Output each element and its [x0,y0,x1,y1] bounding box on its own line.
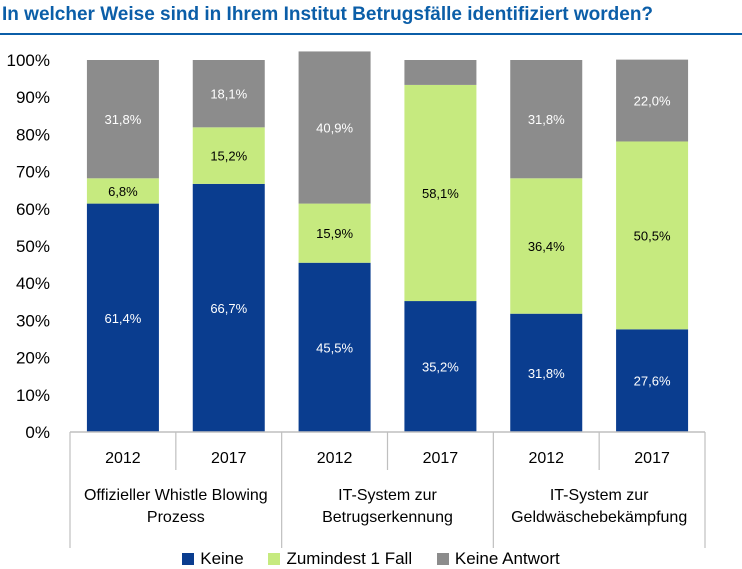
legend-label-zumindest: Zumindest 1 Fall [286,548,413,568]
data-label: 27,6% [634,374,671,389]
data-label: 66,7% [210,301,247,316]
y-tick-label: 100% [7,51,50,70]
data-label: 15,9% [316,226,353,241]
data-label: 31,8% [528,366,565,381]
y-tick-label: 90% [16,88,50,107]
data-label: 22,0% [634,94,671,109]
x-tick-label: 2012 [528,450,564,467]
y-tick-label: 40% [16,274,50,293]
data-label: 31,8% [528,112,565,127]
x-tick-label: 2017 [423,450,459,467]
group-label: Betrugserkennung [322,509,453,526]
y-tick-label: 60% [16,200,50,219]
title-divider [0,33,742,35]
data-label: 15,2% [210,149,247,164]
bar-segment-keine-antwort [298,51,371,204]
bar-segment-keine [616,329,689,432]
x-tick-label: 2017 [634,450,670,467]
data-label: 50,5% [634,228,671,243]
legend-swatch-keine-antwort [436,552,449,565]
x-tick-label: 2017 [211,450,247,467]
legend-item-keine-antwort: Keine Antwort [436,548,560,569]
bar-segment-keine [298,262,371,432]
data-label: 36,4% [528,239,565,254]
chart-title: In welcher Weise sind in Ihrem Institut … [2,4,654,25]
y-tick-label: 10% [16,386,50,405]
bar-segment-keine-antwort [404,60,477,85]
legend-swatch-keine [182,552,195,565]
bar-segment-keine [86,203,159,432]
data-label: 40,9% [316,121,353,136]
bar-segment-keine-antwort [510,60,583,179]
group-label: IT-System zur [550,487,649,504]
bar-segment-zumindest [510,178,583,314]
legend-item-zumindest: Zumindest 1 Fall [268,549,412,569]
bar-segment-keine-antwort [192,60,265,128]
x-tick-label: 2012 [317,450,353,467]
group-label: Offizieller Whistle Blowing [84,487,268,504]
group-label: IT-System zur [338,487,437,504]
y-tick-label: 50% [16,237,50,256]
data-label: 18,1% [210,87,247,102]
data-label: 61,4% [104,311,141,326]
legend-label-keine: Keine [200,548,244,568]
bar-segment-zumindest [298,203,371,263]
bar-segment-keine-antwort [616,59,689,142]
bar-segment-zumindest [616,141,689,330]
group-label: Geldwäschebekämpfung [511,509,687,526]
bar-segment-keine-antwort [86,60,159,179]
y-tick-label: 70% [16,163,50,182]
bar-segment-keine [404,301,477,432]
bar-segment-zumindest [192,127,265,184]
y-tick-label: 0% [25,423,50,442]
bar-segment-keine [510,313,583,432]
y-tick-label: 20% [16,349,50,368]
bar-segment-keine [192,183,265,432]
y-tick-label: 30% [16,311,50,330]
legend: Keine Zumindest 1 Fall Keine Antwort [0,548,742,569]
data-label: 31,8% [104,112,141,127]
data-label: 45,5% [316,340,353,355]
legend-item-keine: Keine [182,548,244,569]
bar-segment-zumindest [404,84,477,302]
data-label: 6,8% [108,184,138,199]
legend-swatch-zumindest [268,552,281,565]
x-tick-label: 2012 [105,450,141,467]
data-label: 58,1% [422,186,459,201]
data-label: 35,2% [422,360,459,375]
legend-label-keine-antwort: Keine Antwort [454,548,560,568]
bar-segment-zumindest [86,178,159,204]
group-label: Prozess [147,509,205,526]
y-tick-label: 80% [16,125,50,144]
